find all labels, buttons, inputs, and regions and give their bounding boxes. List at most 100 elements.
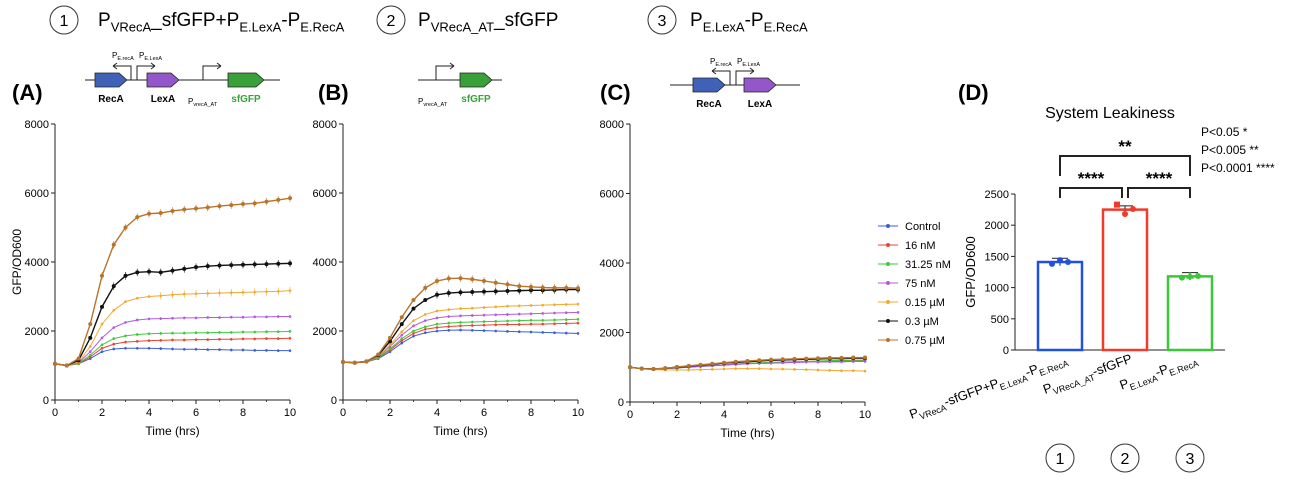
data-point [241,262,245,267]
data-point [265,330,268,333]
promoter-label: PE.recA [112,51,134,62]
legend-label: 0.3 µM [905,316,939,328]
data-point [253,349,257,352]
data-point [816,368,820,372]
data-point [241,315,245,319]
data-point [53,361,57,366]
data-point [470,290,475,295]
data-point [399,322,404,327]
data-point [194,265,198,270]
data-point [780,357,785,362]
data-point [470,314,474,317]
data-point [710,361,715,366]
data-point [88,335,93,340]
data-point [506,304,509,308]
data-point [698,362,703,367]
data-point [675,368,679,372]
legend-label: Control [905,221,940,233]
data-point [411,306,416,311]
promoter-e-lexa [136,65,155,80]
panel-letter: (C) [600,80,631,105]
data-point [529,319,533,322]
data-point [171,338,174,342]
data-point [494,305,498,309]
header-number: 1 [60,13,69,30]
y-tick-label: 2000 [985,220,1009,232]
data-point [158,270,163,275]
promoter-label: PvrecA_AT [418,97,448,108]
legend-marker [886,319,890,323]
data-point [505,282,510,287]
x-tick-label: 4 [721,409,727,421]
x-tick-label: 2 [387,407,393,419]
data-point [506,330,509,333]
promoter-label: PvrecA_AT [188,97,218,108]
data-point [793,368,796,371]
x-tick-label: 4 [434,407,440,419]
header-number: 2 [387,13,396,30]
data-point [505,288,510,293]
header-number: 3 [658,13,667,30]
data-point [147,269,151,274]
legend-label: 31.25 nM [905,259,951,271]
data-point [241,202,245,207]
data-point [100,273,104,278]
y-tick-label: 0 [331,395,337,407]
data-point [229,331,233,334]
header-number-circle [647,5,677,35]
data-point [412,324,415,328]
y-tick-label: 500 [991,314,1009,326]
data-point [435,329,439,333]
significance-bracket [1059,187,1123,198]
header-number-circle [49,5,79,35]
data-point [276,349,280,352]
data-point [76,356,81,361]
bar [1101,208,1149,352]
data-point [435,292,439,297]
data-point [529,330,533,334]
data-point [400,333,404,337]
data-point [482,313,486,317]
gene-sfgfp-label: sfGFP [461,94,491,105]
data-point [494,320,498,323]
y-axis-label: GFP/OD600 [963,236,978,308]
data-point [288,261,292,266]
data-point [182,338,186,342]
x-tick-label: 8 [240,407,246,419]
data-point [675,364,679,369]
data-point [100,343,104,347]
data-point [100,336,104,340]
legend-marker [886,224,890,228]
data-point [710,368,714,371]
data-point [182,347,186,351]
data-point [112,309,116,312]
data-point [1130,205,1136,212]
panel-letter: (A) [12,80,43,105]
x-axis-label: Time (hrs) [433,424,487,438]
data-point [816,360,820,364]
data-point [252,201,257,206]
data-point [206,292,210,295]
data-point [423,285,428,290]
category-number-circle [1110,443,1140,473]
significance-bracket [1059,155,1191,176]
data-point [781,367,785,371]
data-point [435,326,439,329]
data-point [863,360,867,363]
data-point [553,331,556,335]
promoter-e-lexa-arrowhead [150,62,156,70]
data-point [194,206,198,211]
data-point [423,327,427,331]
data-point [517,312,521,316]
gene-lexa-label: LexA [748,99,772,110]
data-point [241,330,245,334]
data-point [517,284,522,289]
data-point [100,322,104,326]
data-point [459,321,462,324]
data-point [182,292,186,296]
data-point [423,319,427,322]
data-point [804,360,808,364]
data-point [194,347,198,351]
y-tick-label: 4000 [313,257,337,269]
data-point [112,342,116,346]
